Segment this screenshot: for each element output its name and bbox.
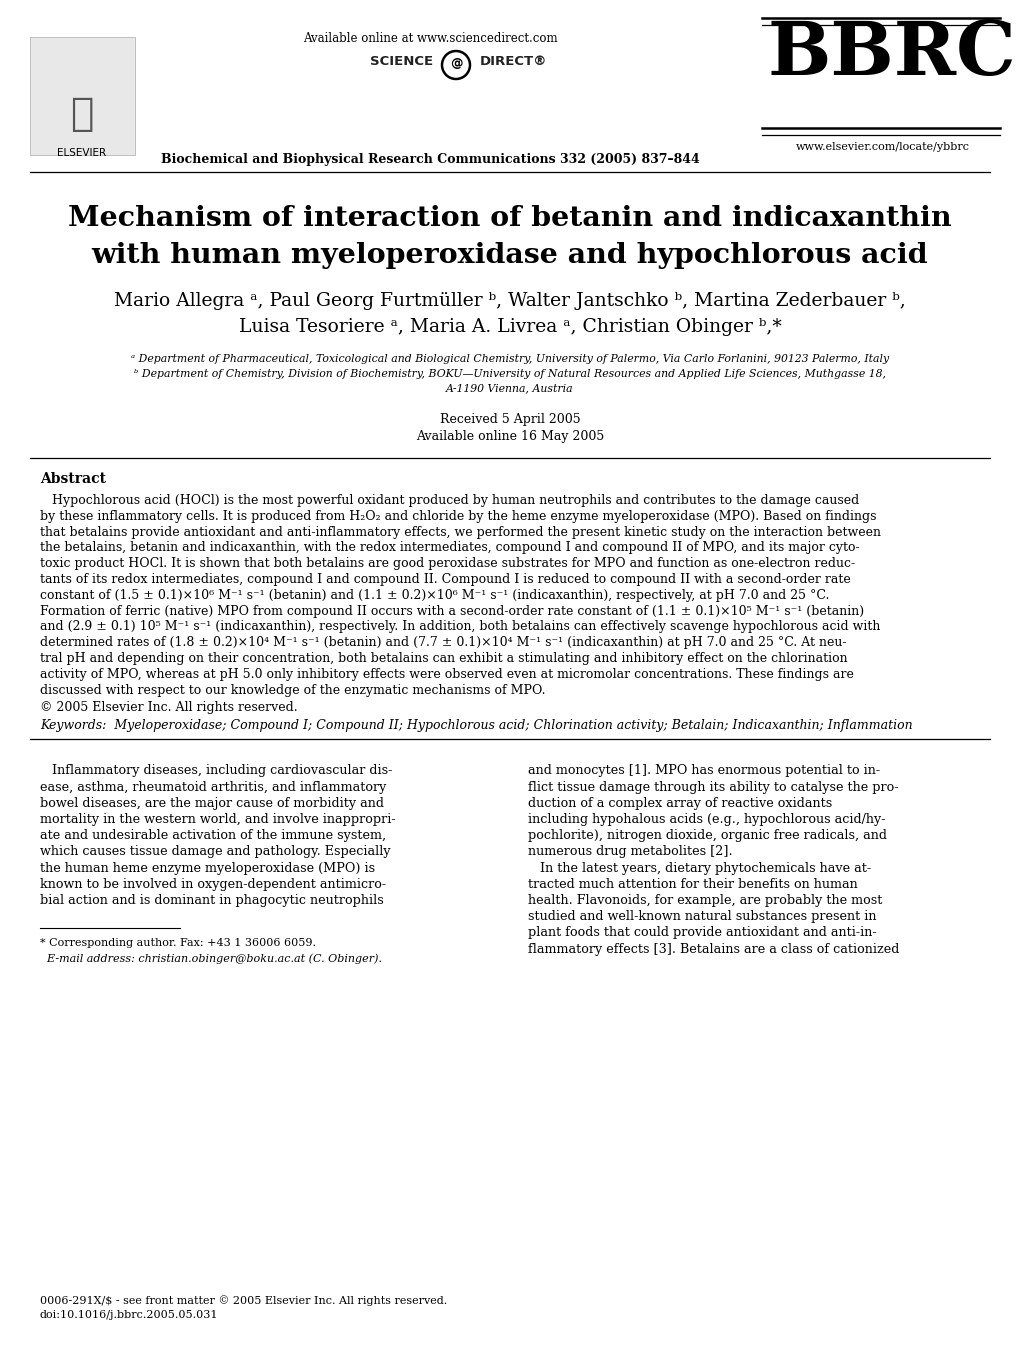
Text: bowel diseases, are the major cause of morbidity and: bowel diseases, are the major cause of m… xyxy=(40,796,383,810)
Text: ate and undesirable activation of the immune system,: ate and undesirable activation of the im… xyxy=(40,829,386,842)
Text: including hypohalous acids (e.g., hypochlorous acid/hy-: including hypohalous acids (e.g., hypoch… xyxy=(528,813,884,826)
Text: ᵃ Department of Pharmaceutical, Toxicological and Biological Chemistry, Universi: ᵃ Department of Pharmaceutical, Toxicolo… xyxy=(130,354,889,363)
Text: mortality in the western world, and involve inappropri-: mortality in the western world, and invo… xyxy=(40,813,395,826)
Text: SCIENCE: SCIENCE xyxy=(370,54,433,68)
Text: BBRC: BBRC xyxy=(767,18,1016,91)
Text: A-1190 Vienna, Austria: A-1190 Vienna, Austria xyxy=(445,382,574,393)
Text: Biochemical and Biophysical Research Communications 332 (2005) 837–844: Biochemical and Biophysical Research Com… xyxy=(160,152,699,166)
Text: DIRECT®: DIRECT® xyxy=(480,54,547,68)
Text: duction of a complex array of reactive oxidants: duction of a complex array of reactive o… xyxy=(528,796,832,810)
Text: Available online 16 May 2005: Available online 16 May 2005 xyxy=(416,430,603,442)
Text: pochlorite), nitrogen dioxide, organic free radicals, and: pochlorite), nitrogen dioxide, organic f… xyxy=(528,829,887,842)
Text: In the latest years, dietary phytochemicals have at-: In the latest years, dietary phytochemic… xyxy=(528,862,870,875)
Text: determined rates of (1.8 ± 0.2)×10⁴ M⁻¹ s⁻¹ (betanin) and (7.7 ± 0.1)×10⁴ M⁻¹ s⁻: determined rates of (1.8 ± 0.2)×10⁴ M⁻¹ … xyxy=(40,636,846,649)
Text: doi:10.1016/j.bbrc.2005.05.031: doi:10.1016/j.bbrc.2005.05.031 xyxy=(40,1311,218,1320)
Text: ᵇ Department of Chemistry, Division of Biochemistry, BOKU—University of Natural : ᵇ Department of Chemistry, Division of B… xyxy=(133,369,886,378)
Text: tracted much attention for their benefits on human: tracted much attention for their benefit… xyxy=(528,878,857,891)
Text: with human myeloperoxidase and hypochlorous acid: with human myeloperoxidase and hypochlor… xyxy=(92,242,927,269)
Text: Abstract: Abstract xyxy=(40,472,106,486)
Text: © 2005 Elsevier Inc. All rights reserved.: © 2005 Elsevier Inc. All rights reserved… xyxy=(40,701,298,715)
Text: numerous drug metabolites [2].: numerous drug metabolites [2]. xyxy=(528,845,732,859)
Circle shape xyxy=(441,50,470,79)
Text: www.elsevier.com/locate/ybbrc: www.elsevier.com/locate/ybbrc xyxy=(795,142,969,152)
Text: Hypochlorous acid (HOCl) is the most powerful oxidant produced by human neutroph: Hypochlorous acid (HOCl) is the most pow… xyxy=(40,494,858,508)
Text: Formation of ferric (native) MPO from compound II occurs with a second-order rat: Formation of ferric (native) MPO from co… xyxy=(40,604,863,618)
Text: 🌳: 🌳 xyxy=(70,95,94,133)
Text: and (2.9 ± 0.1) 10⁵ M⁻¹ s⁻¹ (indicaxanthin), respectively. In addition, both bet: and (2.9 ± 0.1) 10⁵ M⁻¹ s⁻¹ (indicaxanth… xyxy=(40,621,879,633)
Text: Available online at www.sciencedirect.com: Available online at www.sciencedirect.co… xyxy=(303,33,556,45)
Text: bial action and is dominant in phagocytic neutrophils: bial action and is dominant in phagocyti… xyxy=(40,894,383,906)
Text: Keywords:  Myeloperoxidase; Compound I; Compound II; Hypochlorous acid; Chlorina: Keywords: Myeloperoxidase; Compound I; C… xyxy=(40,720,912,732)
Text: activity of MPO, whereas at pH 5.0 only inhibitory effects were observed even at: activity of MPO, whereas at pH 5.0 only … xyxy=(40,668,853,680)
Text: toxic product HOCl. It is shown that both betalains are good peroxidase substrat: toxic product HOCl. It is shown that bot… xyxy=(40,557,854,570)
Text: which causes tissue damage and pathology. Especially: which causes tissue damage and pathology… xyxy=(40,845,390,859)
Text: the betalains, betanin and indicaxanthin, with the redox intermediates, compound: the betalains, betanin and indicaxanthin… xyxy=(40,542,859,554)
Text: Luisa Tesoriere ᵃ, Maria A. Livrea ᵃ, Christian Obinger ᵇ,*: Luisa Tesoriere ᵃ, Maria A. Livrea ᵃ, Ch… xyxy=(238,318,781,336)
Text: @: @ xyxy=(449,57,462,69)
Text: known to be involved in oxygen-dependent antimicro-: known to be involved in oxygen-dependent… xyxy=(40,878,386,891)
Text: health. Flavonoids, for example, are probably the most: health. Flavonoids, for example, are pro… xyxy=(528,894,881,906)
Text: ease, asthma, rheumatoid arthritis, and inflammatory: ease, asthma, rheumatoid arthritis, and … xyxy=(40,781,386,793)
Text: plant foods that could provide antioxidant and anti-in-: plant foods that could provide antioxida… xyxy=(528,927,875,939)
Text: Mario Allegra ᵃ, Paul Georg Furtmüller ᵇ, Walter Jantschko ᵇ, Martina Zederbauer: Mario Allegra ᵃ, Paul Georg Furtmüller ᵇ… xyxy=(114,293,905,310)
Text: that betalains provide antioxidant and anti-inflammatory effects, we performed t: that betalains provide antioxidant and a… xyxy=(40,525,880,539)
Text: Mechanism of interaction of betanin and indicaxanthin: Mechanism of interaction of betanin and … xyxy=(68,206,951,231)
Text: constant of (1.5 ± 0.1)×10⁶ M⁻¹ s⁻¹ (betanin) and (1.1 ± 0.2)×10⁶ M⁻¹ s⁻¹ (indic: constant of (1.5 ± 0.1)×10⁶ M⁻¹ s⁻¹ (bet… xyxy=(40,589,828,602)
Text: tants of its redox intermediates, compound I and compound II. Compound I is redu: tants of its redox intermediates, compou… xyxy=(40,573,850,587)
Text: Inflammatory diseases, including cardiovascular dis-: Inflammatory diseases, including cardiov… xyxy=(40,765,392,777)
Text: 0006-291X/$ - see front matter © 2005 Elsevier Inc. All rights reserved.: 0006-291X/$ - see front matter © 2005 El… xyxy=(40,1296,446,1305)
Text: Received 5 April 2005: Received 5 April 2005 xyxy=(439,412,580,426)
Text: E-mail address: christian.obinger@boku.ac.at (C. Obinger).: E-mail address: christian.obinger@boku.a… xyxy=(40,953,382,964)
Text: flammatory effects [3]. Betalains are a class of cationized: flammatory effects [3]. Betalains are a … xyxy=(528,943,899,955)
Text: tral pH and depending on their concentration, both betalains can exhibit a stimu: tral pH and depending on their concentra… xyxy=(40,652,847,666)
Text: discussed with respect to our knowledge of the enzymatic mechanisms of MPO.: discussed with respect to our knowledge … xyxy=(40,683,545,697)
FancyBboxPatch shape xyxy=(30,37,135,155)
Text: and monocytes [1]. MPO has enormous potential to in-: and monocytes [1]. MPO has enormous pote… xyxy=(528,765,879,777)
Text: ELSEVIER: ELSEVIER xyxy=(57,148,106,158)
Text: studied and well-known natural substances present in: studied and well-known natural substance… xyxy=(528,911,875,923)
Text: flict tissue damage through its ability to catalyse the pro-: flict tissue damage through its ability … xyxy=(528,781,898,793)
Text: the human heme enzyme myeloperoxidase (MPO) is: the human heme enzyme myeloperoxidase (M… xyxy=(40,862,375,875)
Text: by these inflammatory cells. It is produced from H₂O₂ and chloride by the heme e: by these inflammatory cells. It is produ… xyxy=(40,510,875,523)
Text: * Corresponding author. Fax: +43 1 36006 6059.: * Corresponding author. Fax: +43 1 36006… xyxy=(40,938,316,949)
